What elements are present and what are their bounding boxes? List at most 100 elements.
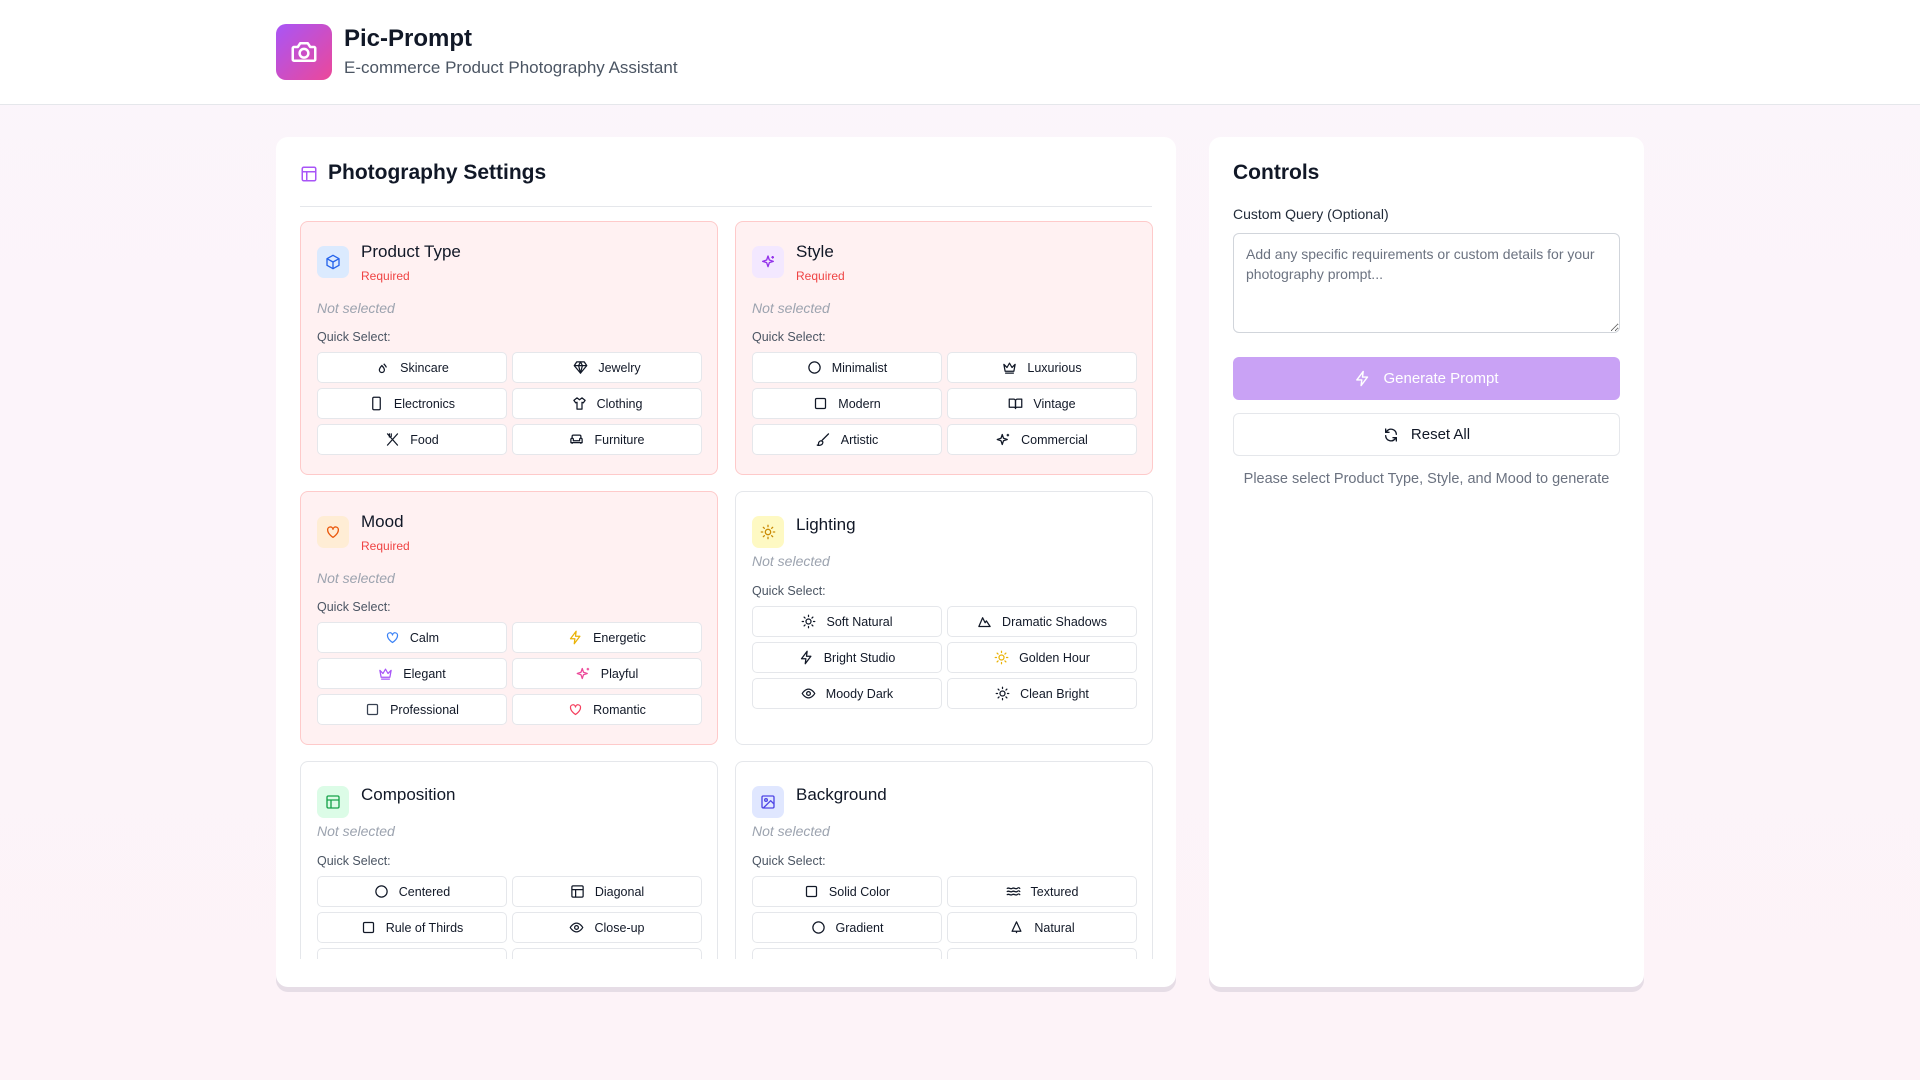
sparkles-icon xyxy=(576,667,589,680)
option-label: Textured xyxy=(1030,884,1079,899)
option-vintage[interactable]: Vintage xyxy=(947,388,1137,419)
required-badge: Required xyxy=(361,539,410,553)
option-electronics[interactable]: Electronics xyxy=(317,388,507,419)
selection-status: Not selected xyxy=(752,823,830,839)
circle-icon xyxy=(375,885,388,898)
option-natural[interactable]: Natural xyxy=(947,912,1137,943)
section-lighting: Lighting Not selected Quick Select: Soft… xyxy=(735,491,1153,745)
eye-icon xyxy=(570,922,584,933)
option-calm[interactable]: Calm xyxy=(317,622,507,653)
option-clothing[interactable]: Clothing xyxy=(512,388,702,419)
quick-select-label: Quick Select: xyxy=(752,584,826,598)
option-gradient[interactable]: Gradient xyxy=(752,912,942,943)
option-label: Calm xyxy=(409,630,440,645)
option-solid-color[interactable]: Solid Color xyxy=(752,876,942,907)
option-label: Food xyxy=(410,432,439,447)
generate-label: Generate Prompt xyxy=(1383,370,1499,387)
section-title: Style xyxy=(796,242,834,261)
option-professional[interactable]: Professional xyxy=(317,694,507,725)
option-partial[interactable] xyxy=(752,948,942,959)
required-badge: Required xyxy=(796,269,845,283)
sun-icon xyxy=(994,650,1009,665)
option-label: Modern xyxy=(838,396,881,411)
option-clean-bright[interactable]: Clean Bright xyxy=(947,678,1137,709)
option-minimalist[interactable]: Minimalist xyxy=(752,352,942,383)
option-food[interactable]: Food xyxy=(317,424,507,455)
option-label: Moody Dark xyxy=(825,686,894,701)
option-diagonal[interactable]: Diagonal xyxy=(512,876,702,907)
option-partial[interactable] xyxy=(947,948,1137,959)
option-textured[interactable]: Textured xyxy=(947,876,1137,907)
option-modern[interactable]: Modern xyxy=(752,388,942,419)
sparkles-icon xyxy=(752,246,784,278)
utensils-icon xyxy=(387,433,399,446)
option-artistic[interactable]: Artistic xyxy=(752,424,942,455)
option-label: Clothing xyxy=(596,396,643,411)
option-commercial[interactable]: Commercial xyxy=(947,424,1137,455)
option-romantic[interactable]: Romantic xyxy=(512,694,702,725)
option-label: Skincare xyxy=(400,360,449,375)
option-label: Electronics xyxy=(393,396,456,411)
option-label: Natural xyxy=(1034,920,1075,935)
tree-icon xyxy=(1011,921,1022,934)
layout-icon xyxy=(317,786,349,818)
selection-status: Not selected xyxy=(752,300,830,316)
layout-icon xyxy=(571,885,584,898)
quick-select-label: Quick Select: xyxy=(752,330,826,344)
quick-select-label: Quick Select: xyxy=(317,600,391,614)
option-elegant[interactable]: Elegant xyxy=(317,658,507,689)
option-close-up[interactable]: Close-up xyxy=(512,912,702,943)
gem-icon xyxy=(573,361,588,374)
circle-icon xyxy=(811,921,825,934)
option-energetic[interactable]: Energetic xyxy=(512,622,702,653)
option-moody-dark[interactable]: Moody Dark xyxy=(752,678,942,709)
box-icon xyxy=(317,246,349,278)
option-grid: Centered Diagonal Rule of Thirds Close-u… xyxy=(317,876,703,959)
reset-all-button[interactable]: Reset All xyxy=(1233,413,1620,456)
eye-icon xyxy=(801,688,816,699)
option-grid: Minimalist Luxurious Modern Vintage Arti… xyxy=(752,352,1138,455)
option-soft-natural[interactable]: Soft Natural xyxy=(752,606,942,637)
option-bright-studio[interactable]: Bright Studio xyxy=(752,642,942,673)
option-grid: Solid Color Textured Gradient Natural xyxy=(752,876,1138,959)
option-grid: Skincare Jewelry Electronics Clothing Fo… xyxy=(317,352,703,455)
option-luxurious[interactable]: Luxurious xyxy=(947,352,1137,383)
option-centered[interactable]: Centered xyxy=(317,876,507,907)
section-title: Mood xyxy=(361,512,404,531)
option-grid: Calm Energetic Elegant Playful Professio… xyxy=(317,622,703,725)
settings-header: Photography Settings xyxy=(300,161,1152,207)
app-header: Pic-Prompt E-commerce Product Photograph… xyxy=(0,0,1920,105)
option-label: Close-up xyxy=(594,920,645,935)
option-dramatic-shadows[interactable]: Dramatic Shadows xyxy=(947,606,1137,637)
option-label: Solid Color xyxy=(828,884,891,899)
controls-title: Controls xyxy=(1233,161,1320,184)
custom-query-input[interactable] xyxy=(1233,233,1620,333)
quick-select-label: Quick Select: xyxy=(317,330,391,344)
option-skincare[interactable]: Skincare xyxy=(317,352,507,383)
sparkles-icon xyxy=(996,433,1010,446)
generate-prompt-button[interactable]: Generate Prompt xyxy=(1233,357,1620,400)
option-partial[interactable] xyxy=(317,948,507,959)
option-jewelry[interactable]: Jewelry xyxy=(512,352,702,383)
app-subtitle: E-commerce Product Photography Assistant xyxy=(344,58,678,77)
option-label: Vintage xyxy=(1033,396,1076,411)
option-label: Romantic xyxy=(593,702,646,717)
required-badge: Required xyxy=(361,269,410,283)
selection-status: Not selected xyxy=(317,570,395,586)
option-label: Rule of Thirds xyxy=(385,920,464,935)
option-label: Luxurious xyxy=(1027,360,1082,375)
heart-icon xyxy=(386,632,399,644)
reset-label: Reset All xyxy=(1410,426,1471,443)
photography-settings-panel: Photography Settings Product Type Requir… xyxy=(276,137,1176,987)
section-title: Lighting xyxy=(796,515,856,534)
selection-status: Not selected xyxy=(752,553,830,569)
option-partial[interactable] xyxy=(512,948,702,959)
option-playful[interactable]: Playful xyxy=(512,658,702,689)
generate-hint: Please select Product Type, Style, and M… xyxy=(1243,471,1610,487)
circle-icon xyxy=(807,361,821,374)
option-golden-hour[interactable]: Golden Hour xyxy=(947,642,1137,673)
option-rule-of-thirds[interactable]: Rule of Thirds xyxy=(317,912,507,943)
crown-icon xyxy=(379,668,393,680)
settings-scroll-area[interactable]: Product Type Required Not selected Quick… xyxy=(300,221,1156,959)
option-furniture[interactable]: Furniture xyxy=(512,424,702,455)
